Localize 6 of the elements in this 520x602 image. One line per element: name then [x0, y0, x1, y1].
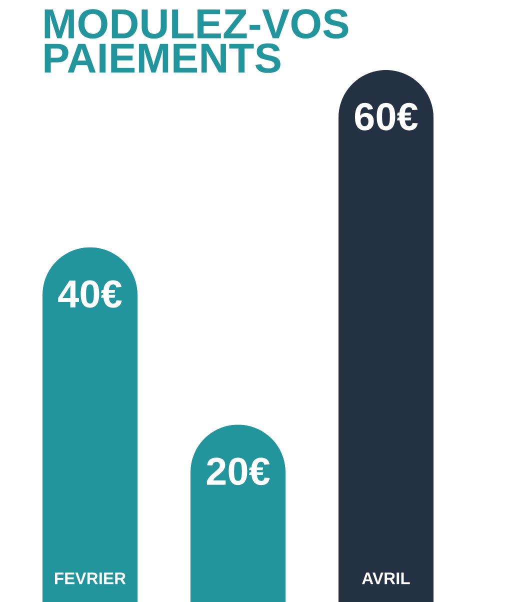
- data-label: 40€: [58, 280, 122, 308]
- data-label: 20€: [206, 458, 270, 486]
- x-tick-label: FEVRIER: [54, 572, 126, 584]
- data-label: 60€: [354, 102, 418, 130]
- x-tick-label: AVRIL: [362, 572, 410, 584]
- chart-title: MODULEZ-VOS PAIEMENTS: [44, 9, 348, 73]
